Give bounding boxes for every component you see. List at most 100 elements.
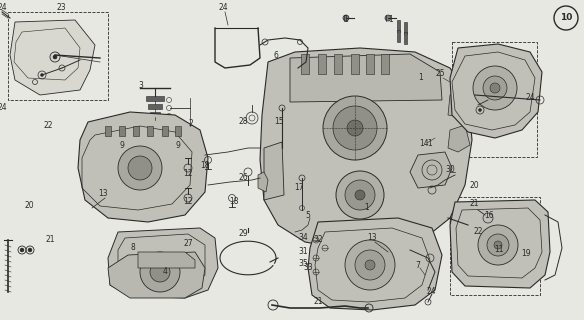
Text: 12: 12 (183, 197, 193, 206)
Text: 33: 33 (303, 263, 313, 273)
Circle shape (355, 190, 365, 200)
Polygon shape (78, 112, 208, 222)
Polygon shape (150, 112, 160, 117)
Text: 6: 6 (273, 52, 279, 60)
Polygon shape (404, 32, 406, 44)
Circle shape (483, 76, 507, 100)
Text: 11: 11 (494, 244, 504, 253)
Circle shape (494, 241, 502, 249)
Text: 34: 34 (298, 233, 308, 242)
Text: 10: 10 (560, 13, 572, 22)
Polygon shape (148, 104, 162, 109)
Text: 13: 13 (367, 234, 377, 243)
Text: 18: 18 (230, 197, 239, 206)
Circle shape (20, 248, 24, 252)
Polygon shape (162, 126, 168, 136)
Polygon shape (146, 96, 164, 101)
Text: 29: 29 (238, 229, 248, 238)
Text: 28: 28 (238, 117, 248, 126)
Circle shape (355, 250, 385, 280)
Text: 8: 8 (131, 244, 135, 252)
Text: 18: 18 (200, 161, 210, 170)
Polygon shape (258, 172, 268, 192)
Text: 1: 1 (364, 204, 369, 212)
Polygon shape (290, 54, 442, 102)
Polygon shape (108, 252, 205, 298)
Circle shape (118, 146, 162, 190)
Polygon shape (448, 125, 470, 152)
Polygon shape (119, 126, 125, 136)
Polygon shape (105, 126, 111, 136)
Text: 22: 22 (43, 121, 53, 130)
Text: 20: 20 (24, 201, 34, 210)
Text: 21: 21 (313, 298, 323, 307)
Polygon shape (10, 20, 95, 95)
Text: 2: 2 (189, 118, 193, 127)
Polygon shape (133, 126, 139, 136)
Polygon shape (397, 20, 399, 32)
Circle shape (323, 96, 387, 160)
Circle shape (365, 260, 375, 270)
Polygon shape (404, 22, 406, 34)
Circle shape (128, 156, 152, 180)
Text: 1: 1 (343, 14, 349, 23)
Text: 19: 19 (521, 250, 531, 259)
Bar (8, 12, 108, 100)
Text: 13: 13 (98, 188, 108, 197)
Polygon shape (450, 200, 550, 288)
Text: 32: 32 (313, 235, 323, 244)
Circle shape (53, 55, 57, 59)
Text: 16: 16 (484, 212, 494, 220)
Text: 24: 24 (0, 103, 7, 113)
Text: 24: 24 (525, 93, 535, 102)
Text: 35: 35 (298, 259, 308, 268)
Text: 15: 15 (274, 117, 284, 126)
Text: 22: 22 (473, 228, 483, 236)
Polygon shape (138, 252, 195, 268)
Circle shape (40, 74, 43, 76)
Text: 9: 9 (176, 141, 180, 150)
Circle shape (336, 171, 384, 219)
Polygon shape (264, 142, 284, 200)
Text: 21: 21 (470, 199, 479, 209)
Bar (450, 197, 540, 295)
Circle shape (345, 240, 395, 290)
Polygon shape (450, 44, 542, 138)
Text: 24: 24 (0, 4, 7, 12)
Polygon shape (318, 54, 326, 74)
Text: 26: 26 (238, 173, 248, 182)
Polygon shape (452, 82, 472, 99)
Polygon shape (397, 30, 399, 42)
Circle shape (345, 180, 375, 210)
Text: 24: 24 (218, 4, 228, 12)
Text: 1: 1 (388, 15, 394, 25)
Circle shape (150, 262, 170, 282)
Text: 12: 12 (183, 169, 193, 178)
Polygon shape (301, 54, 309, 74)
Text: 3: 3 (138, 82, 144, 91)
Text: 9: 9 (120, 141, 124, 150)
Text: 23: 23 (56, 4, 66, 12)
Text: 30: 30 (445, 164, 455, 173)
Circle shape (478, 108, 481, 111)
Text: 27: 27 (183, 238, 193, 247)
Circle shape (490, 83, 500, 93)
Polygon shape (381, 54, 389, 74)
Text: 4: 4 (162, 268, 168, 276)
Polygon shape (152, 120, 158, 125)
Text: 24: 24 (426, 286, 436, 295)
Polygon shape (108, 228, 218, 298)
Text: 7: 7 (416, 260, 420, 269)
Text: 25: 25 (435, 69, 445, 78)
Text: 21: 21 (45, 235, 55, 244)
Polygon shape (448, 90, 475, 118)
Bar (452, 42, 537, 157)
Text: 1: 1 (419, 74, 423, 83)
Text: 20: 20 (469, 181, 479, 190)
Circle shape (333, 106, 377, 150)
Circle shape (28, 248, 32, 252)
Circle shape (473, 66, 517, 110)
Text: 1: 1 (427, 139, 432, 148)
Text: 31: 31 (298, 247, 308, 257)
Polygon shape (351, 54, 359, 74)
